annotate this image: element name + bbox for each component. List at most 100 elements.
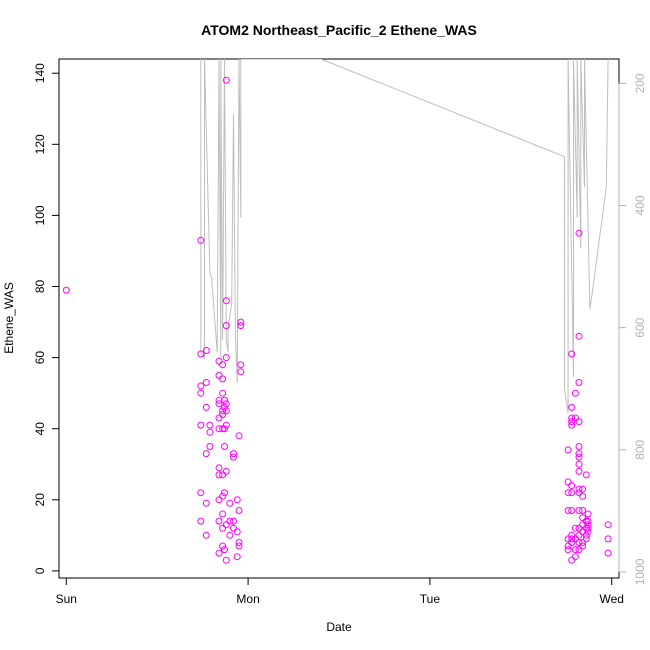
data-point — [584, 510, 592, 518]
data-point — [202, 379, 210, 386]
data-point — [575, 453, 583, 461]
plot-frame — [58, 58, 620, 579]
data-point — [215, 517, 223, 525]
data-point — [222, 521, 230, 529]
data-point — [571, 553, 579, 561]
data-point — [571, 414, 579, 422]
data-point — [584, 517, 592, 525]
data-point — [226, 499, 234, 507]
secondary-series-line — [200, 59, 609, 414]
data-point — [579, 514, 587, 522]
data-point — [215, 471, 223, 479]
data-point — [62, 286, 70, 294]
data-point — [219, 425, 227, 433]
data-point — [215, 496, 223, 504]
data-point — [575, 332, 583, 340]
data-point — [230, 517, 237, 525]
data-point — [604, 521, 612, 529]
x-tick-label: Sun — [56, 592, 77, 606]
data-point — [226, 531, 234, 539]
data-point — [579, 507, 587, 514]
data-point — [206, 443, 214, 450]
data-point — [571, 546, 579, 554]
data-point — [222, 322, 230, 330]
data-point — [568, 414, 576, 422]
data-point — [575, 443, 583, 450]
data-point — [575, 539, 583, 546]
data-point — [571, 389, 579, 397]
data-point — [215, 371, 223, 379]
data-point — [219, 471, 227, 479]
data-point — [564, 489, 572, 497]
data-point — [575, 524, 583, 532]
data-point — [230, 450, 237, 458]
x-tick-label: Mon — [236, 592, 259, 606]
data-point — [202, 347, 210, 354]
data-point — [206, 428, 214, 436]
data-point — [568, 489, 576, 497]
secondary-y-tick-label: 400 — [633, 195, 647, 215]
y-tick-label: 0 — [33, 567, 47, 574]
data-point — [575, 485, 583, 493]
data-point — [568, 482, 576, 490]
secondary-series-layer — [200, 59, 609, 414]
data-point — [584, 524, 592, 532]
y-tick-label: 140 — [33, 63, 47, 83]
data-point — [202, 531, 210, 539]
data-point — [575, 418, 583, 426]
plot-area — [58, 58, 620, 579]
data-point — [197, 489, 205, 497]
data-point — [568, 531, 576, 539]
data-point — [564, 478, 572, 486]
data-point — [568, 421, 576, 429]
data-point — [568, 539, 576, 546]
data-point — [575, 450, 583, 458]
data-point — [197, 236, 205, 244]
data-point — [568, 556, 576, 564]
data-point — [575, 546, 583, 554]
x-axis: Sun Mon Tue Wed — [56, 577, 624, 606]
y-tick-label: 80 — [33, 280, 47, 294]
secondary-y-tick-label: 200 — [633, 73, 647, 93]
y-tick-label: 20 — [33, 493, 47, 507]
data-point — [568, 403, 576, 411]
data-point — [582, 535, 590, 543]
data-point — [222, 297, 230, 305]
data-point — [237, 318, 245, 326]
data-point — [221, 425, 228, 433]
data-point — [237, 368, 245, 376]
y-tick-label: 40 — [33, 422, 47, 436]
data-point — [206, 421, 214, 429]
data-point — [197, 350, 205, 358]
data-point — [230, 453, 237, 461]
data-point — [582, 471, 590, 479]
data-point — [571, 535, 579, 543]
secondary-y-tick-label: 600 — [633, 317, 647, 337]
data-point — [222, 400, 230, 408]
y-tick-label: 120 — [33, 134, 47, 154]
y-tick-label: 100 — [33, 205, 47, 225]
data-point — [219, 361, 227, 369]
data-point — [215, 549, 223, 557]
data-point — [222, 76, 230, 84]
data-point — [575, 467, 583, 475]
chart-title: ATOM2 Northeast_Pacific_2 Ethene_WAS — [201, 22, 477, 38]
data-point — [575, 460, 583, 468]
data-point — [564, 535, 572, 543]
data-point — [215, 400, 223, 408]
data-point — [202, 403, 210, 411]
data-point — [579, 542, 587, 550]
data-point — [219, 524, 227, 532]
data-point — [219, 375, 227, 383]
data-point — [568, 535, 576, 543]
data-point — [604, 549, 612, 557]
data-point — [226, 517, 234, 525]
data-point — [568, 418, 576, 426]
data-point — [222, 467, 230, 475]
data-point — [219, 510, 227, 518]
y-axis-label: Ethene_WAS — [2, 282, 16, 354]
data-point — [584, 521, 592, 529]
data-point — [222, 421, 230, 429]
data-point — [575, 531, 583, 539]
data-point — [219, 542, 227, 550]
